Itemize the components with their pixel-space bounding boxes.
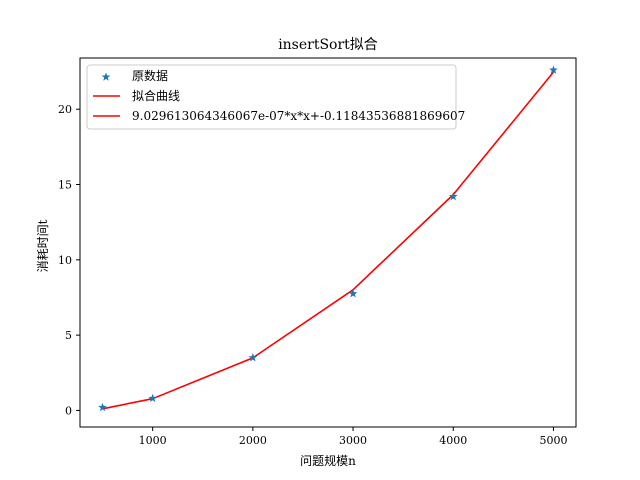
legend-label: 拟合曲线 [132,88,180,103]
data-point-star [448,191,458,201]
y-tick-label: 0 [65,404,72,417]
y-tick-label: 10 [58,254,72,267]
y-tick-label: 5 [65,329,72,342]
x-tick-label: 1000 [139,434,167,447]
x-tick-label: 3000 [339,434,367,447]
x-tick-label: 4000 [439,434,467,447]
x-tick-label: 2000 [239,434,267,447]
legend-label: 原数据 [132,68,168,83]
data-point-star [98,402,107,412]
chart-title: insertSort拟合 [278,37,378,53]
legend-star-icon [101,72,111,81]
data-point-star [248,353,258,362]
legend-box [86,64,457,130]
y-axis-title: 消耗时间t [36,219,50,272]
axes: 1000 2000 3000 4000 5000 0 5 10 15 20 [58,57,577,447]
y-tick-label: 15 [58,179,72,192]
x-axis-title: 问题规模n [300,453,356,468]
y-tick-label: 20 [58,103,72,116]
data-point-star [549,65,558,74]
legend-label: 9.029613064346067e-07*x*x+-0.11843536881… [132,109,465,123]
fit-curve-line [102,71,555,410]
data-point-star [148,393,158,403]
x-tick-label: 5000 [539,434,567,447]
plot-area [98,65,558,412]
axes-frame [79,57,577,428]
data-point-star [348,289,358,298]
